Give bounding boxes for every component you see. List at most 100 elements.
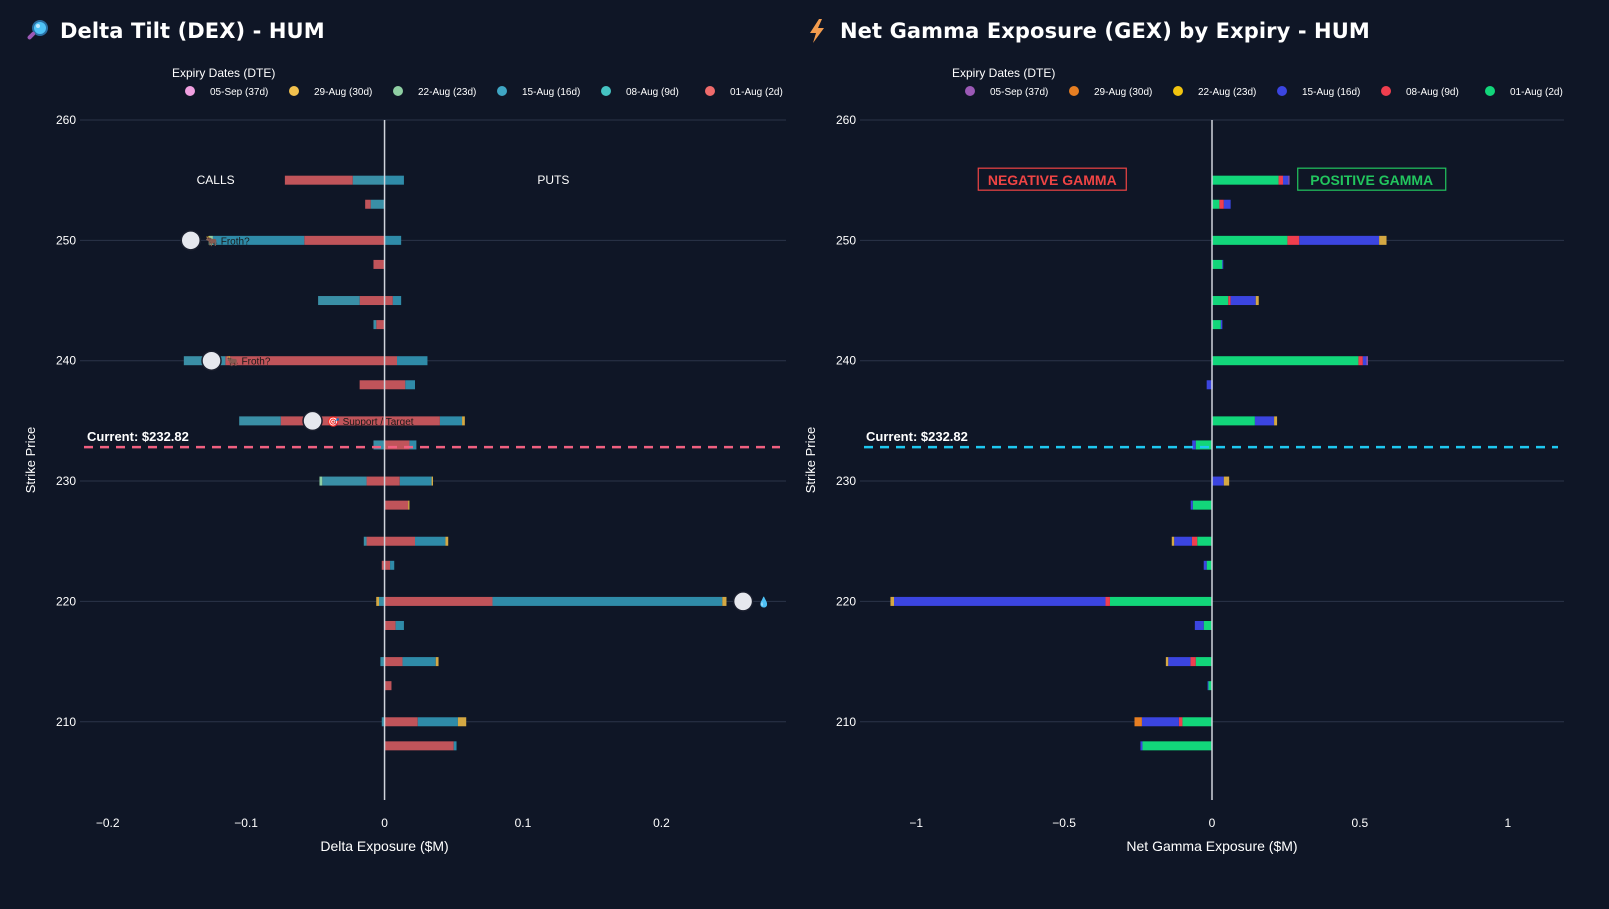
gex-panel-header: Net Gamma Exposure (GEX) by Expiry - HUM	[804, 14, 1370, 48]
bar-segment	[373, 259, 385, 269]
x-tick-label: 0.2	[653, 816, 670, 830]
bar-segment	[304, 235, 385, 245]
bar-segment	[239, 416, 281, 426]
x-axis-title: Delta Exposure ($M)	[320, 838, 448, 854]
bar-segment	[384, 717, 418, 727]
bar-segment	[1203, 560, 1207, 570]
bar-segment	[1255, 296, 1259, 306]
y-tick-label: 230	[56, 474, 76, 488]
bar-segment	[457, 717, 467, 727]
bar-segment	[439, 416, 463, 426]
annotation-label: POSITIVE GAMMA	[1310, 172, 1433, 188]
bar-segment	[1358, 356, 1363, 366]
bar-segment	[319, 476, 323, 486]
legend-entry: 22-Aug (23d)	[1198, 87, 1256, 98]
bar-segment	[352, 175, 385, 185]
marker-dot	[201, 350, 222, 371]
marker-glyph: 🐂	[206, 235, 218, 247]
bar-segment	[376, 320, 385, 330]
bar-segment	[1191, 536, 1198, 546]
bar-segment	[462, 416, 465, 426]
x-tick-label: −0.1	[234, 816, 258, 830]
bar-segment	[399, 476, 432, 486]
bar-segment	[1212, 235, 1288, 245]
bar-segment	[1212, 416, 1255, 426]
legend-swatch	[289, 86, 299, 96]
annotation-label: NEGATIVE GAMMA	[988, 172, 1117, 188]
bar-segment	[1192, 440, 1196, 450]
legend-swatch	[1069, 86, 1079, 96]
bar-segment	[890, 596, 895, 606]
bar-segment	[1223, 199, 1231, 209]
bar-segment	[1287, 235, 1300, 245]
bar-segment	[384, 416, 440, 426]
bar-segment	[402, 657, 436, 667]
dex-chart-title: Delta Tilt (DEX) - HUM	[60, 19, 325, 43]
legend-entry: 05-Sep (37d)	[990, 87, 1048, 98]
y-tick-label: 210	[56, 715, 76, 729]
legend-swatch	[1381, 86, 1391, 96]
y-tick-label: 240	[56, 354, 76, 368]
bar-segment	[1105, 596, 1110, 606]
bar-segment	[366, 536, 385, 546]
bar-segment	[384, 296, 393, 306]
bar-segment	[1212, 476, 1224, 486]
bar-segment	[373, 440, 385, 450]
bar-segment	[415, 536, 446, 546]
bar-segment	[373, 320, 377, 330]
current-price-label: Current: $232.82	[87, 429, 189, 444]
bar-segment	[1222, 259, 1224, 269]
marker-dot	[302, 410, 323, 432]
bar-segment	[1220, 320, 1223, 330]
bar-segment	[379, 596, 385, 606]
y-tick-label: 250	[836, 233, 856, 247]
bar-segment	[1254, 416, 1275, 426]
gex-chart-title: Net Gamma Exposure (GEX) by Expiry - HUM	[840, 19, 1370, 43]
bar-segment	[381, 560, 385, 570]
bar-segment	[318, 296, 360, 306]
bar-segment	[1206, 560, 1212, 570]
y-tick-label: 210	[836, 715, 856, 729]
bar-segment	[1366, 356, 1368, 366]
bar-segment	[395, 620, 404, 630]
bar-segment	[1212, 356, 1359, 366]
legend-entry: 29-Aug (30d)	[314, 87, 372, 98]
bar-segment	[1212, 175, 1279, 185]
bar-segment	[392, 296, 402, 306]
bar-segment	[380, 657, 385, 667]
bar-segment	[1140, 741, 1143, 751]
bar-segment	[492, 596, 723, 606]
bar-segment	[366, 476, 385, 486]
bar-segment	[384, 741, 454, 751]
bar-segment	[1141, 717, 1179, 727]
bar-segment	[280, 416, 385, 426]
marker-glyph: 🐂	[226, 356, 238, 368]
legend-title: Expiry Dates (DTE)	[172, 66, 275, 80]
bar-segment	[1182, 717, 1212, 727]
bar-segment	[1288, 175, 1290, 185]
x-tick-label: 0.1	[515, 816, 532, 830]
bar-segment	[417, 717, 458, 727]
bar-segment	[1208, 681, 1212, 691]
legend-entry: 01-Aug (2d)	[730, 87, 783, 98]
marker-glyph: 💧	[758, 595, 770, 608]
bar-segment	[384, 356, 398, 366]
marker-dot	[732, 591, 754, 612]
bar-segment	[1299, 235, 1380, 245]
x-tick-label: −0.5	[1052, 816, 1076, 830]
legend-entry: 08-Aug (9d)	[626, 87, 679, 98]
bar-segment	[384, 560, 391, 570]
bar-segment	[322, 476, 367, 486]
y-tick-label: 220	[56, 594, 76, 608]
bar-segment	[1212, 259, 1223, 269]
bar-segment	[397, 356, 428, 366]
bar-segment	[1195, 657, 1212, 667]
bar-segment	[390, 560, 395, 570]
bar-segment	[1219, 199, 1224, 209]
bar-segment	[384, 235, 402, 245]
bar-segment	[435, 657, 439, 667]
bar-segment	[1228, 296, 1231, 306]
bar-segment	[1274, 416, 1278, 426]
annotation-box	[1297, 167, 1447, 191]
y-tick-label: 220	[836, 594, 856, 608]
